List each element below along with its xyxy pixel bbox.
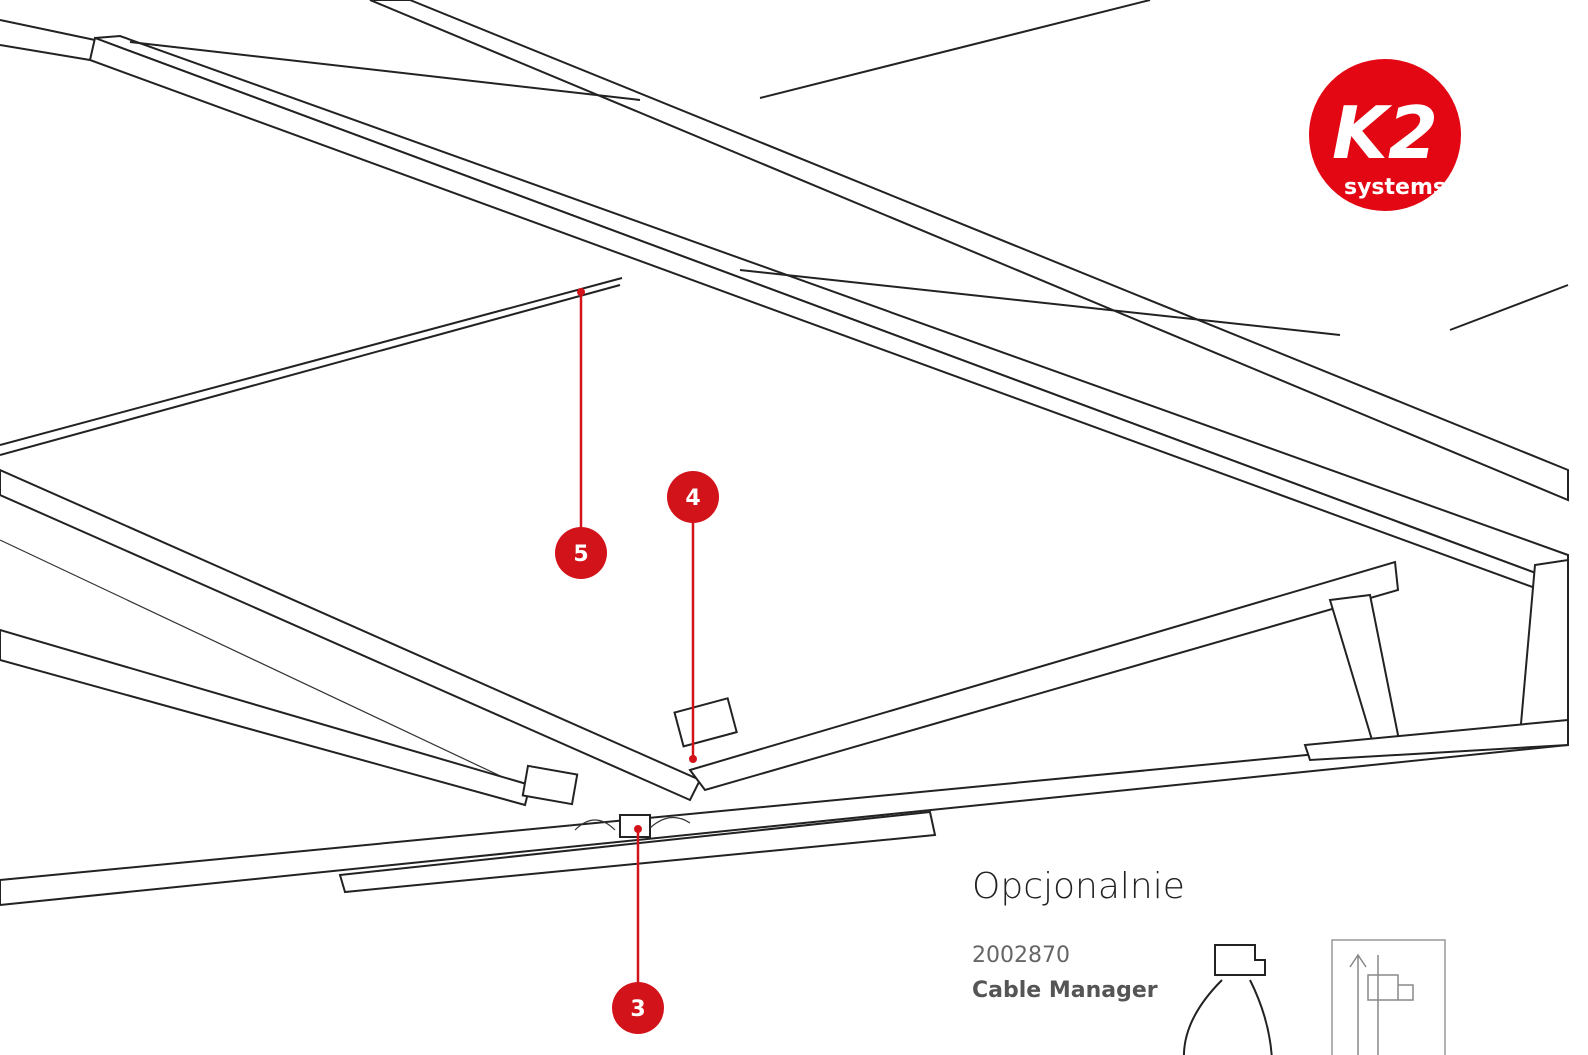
support — [1330, 595, 1400, 750]
section-title: Opcjonalnie — [972, 866, 1185, 907]
rail — [0, 20, 95, 40]
callout-dot — [689, 755, 697, 763]
clamp — [523, 766, 577, 804]
callout-dot — [634, 825, 642, 833]
callout-label: 3 — [630, 997, 645, 1022]
clamp — [675, 698, 737, 746]
clamp — [620, 815, 650, 837]
rail — [0, 630, 530, 805]
cable-manager-icon — [1184, 945, 1272, 1055]
callout-dot — [577, 288, 585, 296]
mounting-icon — [1350, 955, 1413, 1055]
panel-edge — [0, 278, 622, 445]
item-code: 2002870 — [972, 943, 1070, 968]
panel-edge — [1450, 285, 1568, 330]
support — [1520, 560, 1568, 735]
assembly-drawing: 5 4 3 K2 systems — [0, 0, 1588, 1055]
callout-label: 4 — [685, 486, 700, 511]
panel-edge — [760, 0, 1150, 98]
panel-edge — [0, 285, 620, 455]
logo-name: systems — [1344, 175, 1446, 200]
callout-label: 5 — [573, 542, 588, 567]
logo-mark: K2 — [1332, 91, 1438, 175]
item-name: Cable Manager — [972, 978, 1158, 1003]
icon-box — [1332, 940, 1445, 1055]
rail — [0, 45, 90, 60]
page: 5 4 3 K2 systems Opcjonalnie 2002870 Cab… — [0, 0, 1588, 1055]
